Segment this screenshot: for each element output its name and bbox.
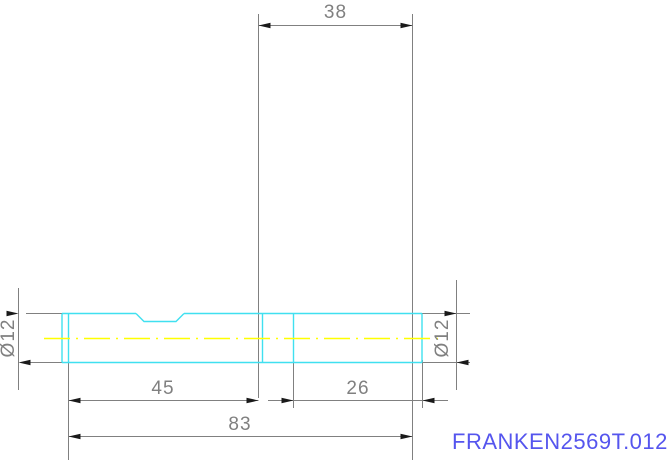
dim-label-83: 83 [228, 414, 251, 435]
dimension-diameter-right: Ø12 [432, 310, 469, 366]
dimension-83: 83 [68, 414, 413, 440]
dim-label-38: 38 [324, 2, 347, 23]
dimension-26: 26 [268, 378, 448, 404]
dim-label-d12-right: Ø12 [432, 319, 453, 358]
part-number-label: FRANKEN2569T.012 [452, 429, 668, 454]
dimension-45: 45 [68, 378, 259, 404]
dim-label-26: 26 [346, 378, 369, 399]
dim-label-45: 45 [151, 378, 174, 399]
part-top-groove [135, 313, 185, 323]
dim-label-d12-left: Ø12 [0, 319, 19, 358]
dimension-diameter-left: Ø12 [0, 310, 31, 366]
extension-lines [18, 14, 470, 460]
dimension-38: 38 [258, 2, 413, 29]
